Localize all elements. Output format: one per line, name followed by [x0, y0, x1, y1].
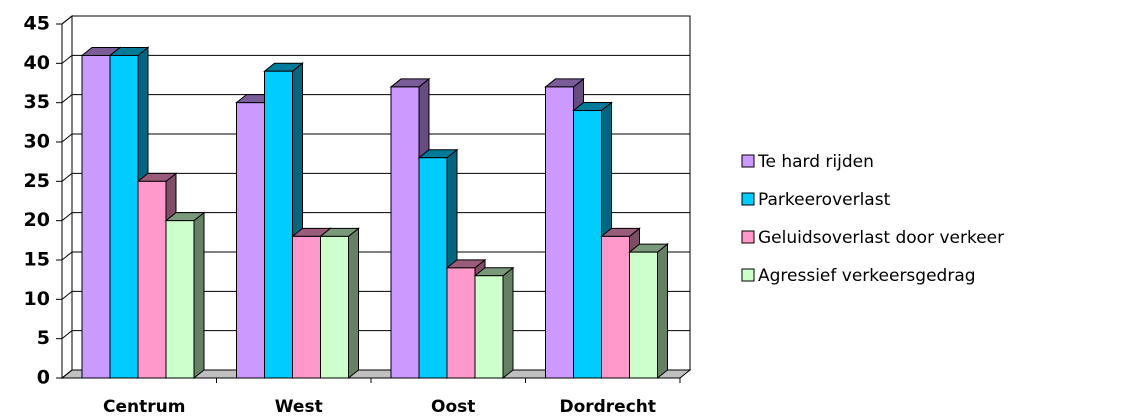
bar-front [137, 180, 167, 379]
legend-label: Geluidsoverlast door verkeer [758, 228, 1004, 248]
bar-front [292, 235, 321, 379]
grid-line-side [61, 251, 73, 261]
x-tick-label: Oost [431, 397, 475, 417]
bar [319, 227, 360, 380]
y-tick-label: 30 [24, 131, 50, 153]
bar-front [446, 267, 476, 379]
legend-swatch [741, 192, 755, 206]
y-tick-label: 20 [24, 209, 50, 231]
bar-side [502, 266, 514, 380]
y-tick-label: 15 [24, 249, 50, 271]
x-tick-label: Centrum [103, 397, 185, 417]
y-tick-label: 25 [24, 170, 50, 192]
bar-front [236, 102, 265, 379]
x-tick-label: Dordrecht [559, 397, 656, 417]
bar-side [193, 211, 205, 380]
bar-front [601, 235, 630, 379]
legend-label: Agressief verkeersgedrag [758, 266, 976, 286]
y-tick-label: 40 [24, 52, 50, 74]
grid-line-side [61, 290, 73, 300]
grid-line-side [61, 369, 73, 379]
bar-front [545, 86, 574, 379]
bar-front [390, 86, 420, 379]
grid-line-side [61, 330, 73, 340]
y-tick-label: 10 [24, 288, 50, 310]
bar [628, 243, 669, 380]
bar [263, 62, 304, 380]
grid-line-side [61, 94, 73, 104]
y-tick-label: 5 [37, 327, 50, 349]
legend-swatch [741, 154, 755, 168]
y-tick-label: 0 [37, 367, 50, 389]
grid-line-side [61, 15, 73, 25]
legend-label: Te hard rijden [757, 152, 874, 172]
bar-front [165, 220, 195, 379]
legend-label: Parkeeroverlast [758, 190, 891, 210]
side-wall [61, 14, 73, 380]
bar-front [629, 251, 658, 379]
bar [473, 266, 515, 380]
grid-line-side [61, 54, 73, 64]
bar-front [418, 157, 448, 379]
y-tick-label: 45 [24, 13, 50, 35]
bar-front [81, 54, 111, 379]
bar-front [474, 275, 504, 379]
grid-line-side [61, 172, 73, 182]
y-tick-label: 35 [24, 91, 50, 113]
grid-line-side [61, 133, 73, 143]
bar-front [573, 110, 602, 379]
bar-front [320, 235, 349, 379]
bar [164, 211, 206, 380]
x-tick-label: West [275, 397, 323, 417]
grid-line-side [61, 212, 73, 222]
bar-side [657, 243, 668, 380]
bar-front [264, 70, 293, 379]
legend-swatch [741, 230, 755, 244]
bar-front [109, 54, 139, 379]
legend-swatch [741, 268, 755, 282]
bar-side [348, 227, 359, 380]
